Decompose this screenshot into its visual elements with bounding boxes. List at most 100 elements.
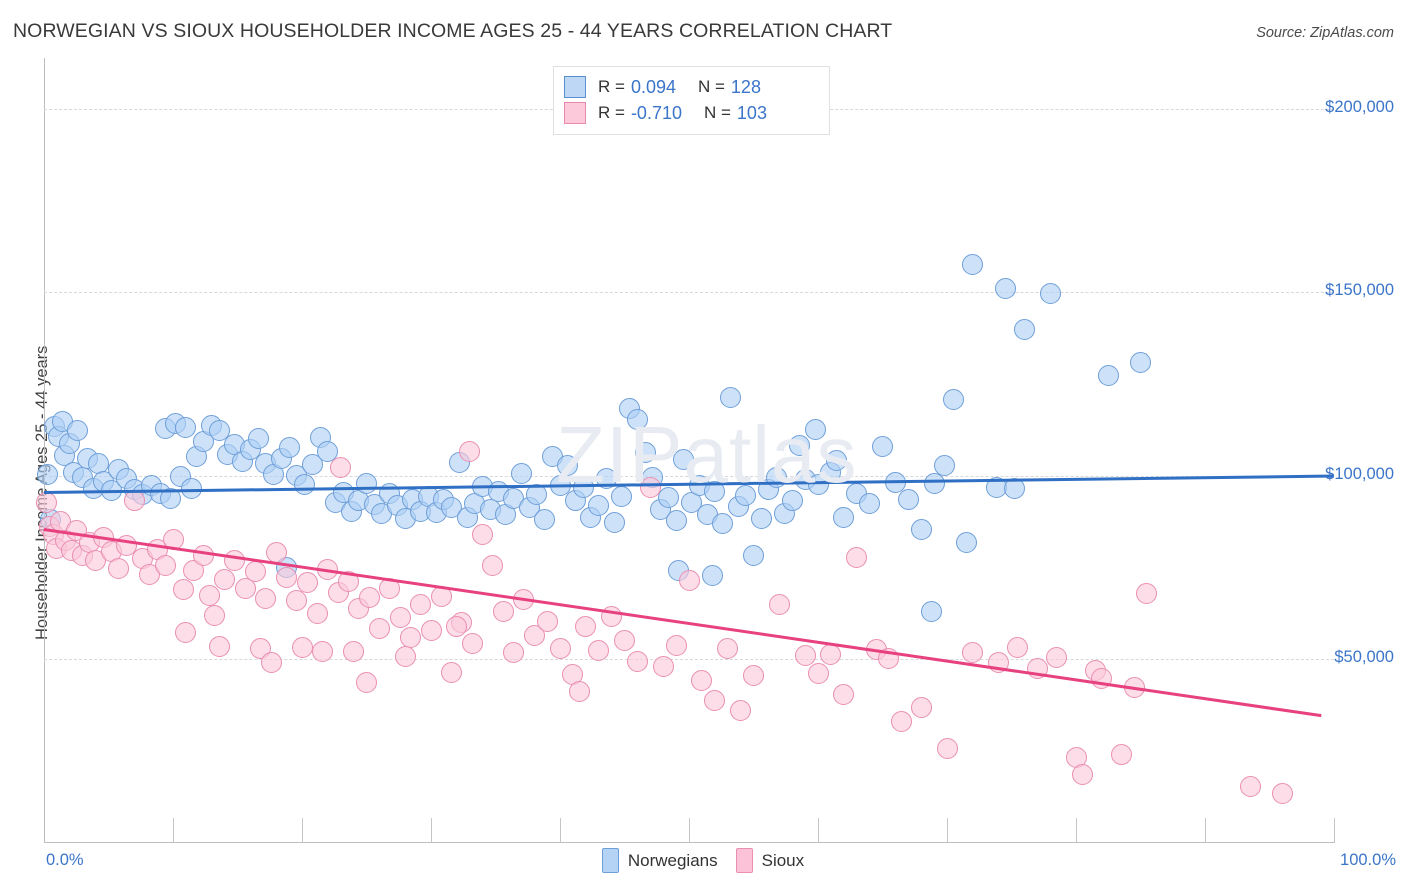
stats-row-norwegians: R = 0.094 N = 128 (564, 74, 819, 100)
scatter-point-blue (159, 487, 181, 509)
scatter-point-pink (356, 671, 377, 693)
y-axis-tick-label: $150,000 (1325, 281, 1394, 300)
scatter-point-pink (291, 636, 313, 658)
legend-label-norwegians: Norwegians (627, 850, 718, 870)
x-axis-tick (560, 818, 561, 842)
legend-swatch-norwegians-icon (601, 848, 619, 873)
scatter-point-blue (294, 473, 316, 495)
n-label-blue: N = (697, 77, 725, 96)
scatter-point-pink (794, 645, 816, 667)
scatter-point-blue (962, 254, 984, 276)
scatter-point-pink (389, 607, 411, 629)
scatter-point-pink (306, 603, 328, 625)
n-value-blue: 128 (730, 76, 761, 97)
scatter-point-pink (472, 524, 494, 546)
scatter-point-blue (673, 449, 695, 471)
scatter-point-blue (301, 453, 323, 475)
r-label-pink: R = (598, 103, 625, 122)
scatter-point-pink (175, 621, 197, 643)
y-axis-line (44, 58, 45, 842)
scatter-point-pink (626, 650, 648, 672)
scatter-point-pink (503, 642, 525, 664)
scatter-point-blue (789, 434, 811, 456)
scatter-point-pink (36, 491, 58, 513)
scatter-point-pink (1026, 658, 1048, 680)
scatter-point-pink (265, 541, 287, 563)
scatter-point-pink (704, 689, 726, 711)
scatter-point-blue (712, 513, 734, 535)
x-axis-tick (1076, 818, 1077, 842)
scatter-point-pink (198, 584, 220, 606)
scatter-point-pink (203, 605, 225, 627)
scatter-point-blue (549, 474, 571, 496)
scatter-point-pink (588, 639, 610, 661)
scatter-point-pink (1239, 776, 1261, 798)
scatter-point-pink (820, 643, 842, 665)
scatter-point-pink (245, 561, 267, 583)
scatter-point-blue (704, 480, 726, 502)
scatter-point-blue (595, 468, 617, 490)
scatter-point-blue (942, 388, 964, 410)
n-label-pink: N = (703, 103, 731, 122)
scatter-point-pink (678, 570, 700, 592)
pink-swatch-icon (564, 102, 586, 124)
scatter-point-pink (317, 559, 339, 581)
scatter-point-blue (572, 476, 594, 498)
scatter-point-blue (175, 417, 197, 439)
gridline (44, 658, 1334, 660)
scatter-point-blue (356, 472, 377, 494)
scatter-point-pink (1136, 582, 1158, 604)
scatter-point-pink (652, 656, 674, 678)
y-axis-tick-label: $100,000 (1325, 464, 1394, 483)
scatter-point-pink (234, 577, 256, 599)
watermark: ZIPatlas (556, 410, 858, 499)
scatter-point-pink (441, 662, 463, 684)
scatter-point-pink (296, 572, 318, 594)
scatter-point-pink (691, 669, 713, 691)
scatter-point-pink (878, 647, 900, 669)
scatter-point-blue (781, 490, 803, 512)
page-title: NORWEGIAN VS SIOUX HOUSEHOLDER INCOME AG… (13, 20, 893, 42)
scatter-point-blue (180, 478, 202, 500)
scatter-point-pink (614, 629, 635, 651)
scatter-point-blue (37, 464, 59, 486)
stats-row-sioux: R = -0.710 N = 103 (564, 100, 819, 126)
scatter-point-pink (379, 577, 401, 599)
series-legend: Norwegians Sioux (0, 848, 1406, 873)
x-axis-tick (818, 818, 819, 842)
scatter-point-pink (1091, 668, 1113, 690)
legend-item-sioux[interactable]: Sioux (735, 848, 805, 873)
legend-item-norwegians[interactable]: Norwegians (601, 848, 718, 873)
scatter-point-blue (1039, 282, 1061, 304)
scatter-point-pink (193, 544, 215, 566)
scatter-point-pink (768, 594, 790, 616)
scatter-point-blue (317, 440, 339, 462)
x-axis-tick (1334, 818, 1335, 842)
scatter-point-blue (859, 492, 881, 514)
scatter-point-blue (933, 455, 955, 477)
scatter-point-pink (513, 588, 535, 610)
scatter-point-blue (534, 508, 556, 530)
scatter-point-blue (750, 508, 772, 529)
scatter-point-pink (330, 457, 352, 479)
x-axis-tick (173, 818, 174, 842)
scatter-point-pink (936, 738, 958, 760)
scatter-point-pink (1007, 636, 1029, 658)
scatter-point-blue (884, 472, 906, 494)
scatter-point-pink (123, 490, 145, 512)
scatter-point-pink (891, 711, 913, 733)
scatter-point-pink (743, 665, 764, 687)
x-axis-min-label: 0.0% (46, 851, 84, 869)
scatter-point-pink (730, 700, 752, 722)
plot-area (36, 58, 1335, 842)
scatter-point-pink (492, 601, 514, 623)
scatter-point-pink (459, 440, 481, 462)
legend-label-sioux: Sioux (761, 850, 805, 870)
scatter-point-blue (100, 480, 122, 502)
scatter-point-blue (657, 487, 679, 509)
scatter-point-pink (536, 610, 558, 632)
x-axis-tick (302, 818, 303, 842)
gridline (44, 292, 1334, 294)
scatter-point-pink (446, 616, 468, 638)
